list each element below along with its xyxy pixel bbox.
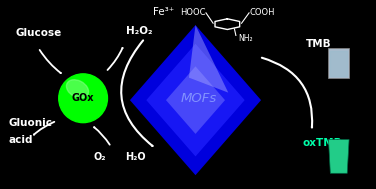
Text: COOH: COOH <box>250 8 275 17</box>
Text: GOx: GOx <box>72 93 94 103</box>
Text: HOOC: HOOC <box>180 8 206 17</box>
Text: NH₂: NH₂ <box>239 34 253 43</box>
Text: Glucose: Glucose <box>16 28 62 38</box>
Text: Gluonic: Gluonic <box>8 118 52 128</box>
Text: O₂: O₂ <box>94 152 106 162</box>
Text: TMB: TMB <box>306 39 332 49</box>
Text: MOFs: MOFs <box>181 92 217 105</box>
Text: H₂O: H₂O <box>125 152 146 162</box>
Polygon shape <box>329 139 349 173</box>
Polygon shape <box>189 25 228 93</box>
Polygon shape <box>166 66 225 134</box>
Ellipse shape <box>67 80 89 98</box>
Ellipse shape <box>59 74 108 123</box>
Polygon shape <box>146 44 245 156</box>
Text: oxTMB: oxTMB <box>302 138 342 148</box>
Text: Fe³⁺: Fe³⁺ <box>153 7 174 17</box>
Polygon shape <box>130 25 261 175</box>
FancyBboxPatch shape <box>329 48 349 78</box>
Text: acid: acid <box>8 135 33 145</box>
Text: H₂O₂: H₂O₂ <box>126 26 153 36</box>
